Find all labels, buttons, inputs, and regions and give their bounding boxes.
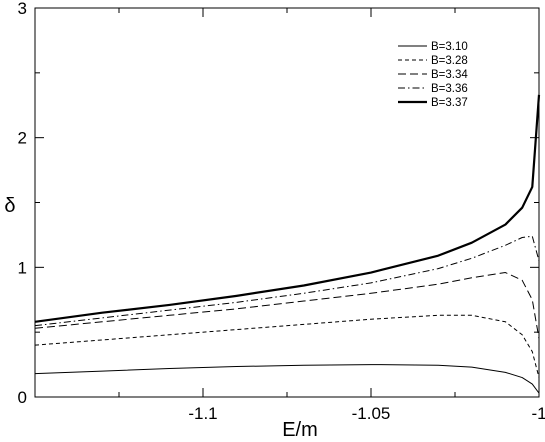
y-tick-label: 3 bbox=[18, 0, 27, 18]
y-tick-label: 0 bbox=[18, 388, 27, 407]
x-axis-label: E/m bbox=[282, 419, 318, 441]
y-tick-label: 2 bbox=[18, 129, 27, 148]
series-line-3 bbox=[34, 272, 540, 339]
legend-label-1: B=3.10 bbox=[431, 41, 468, 53]
legend-label-2: B=3.28 bbox=[431, 55, 468, 67]
series-line-2 bbox=[34, 314, 540, 378]
tick-labels: -1.1 -1.05 -1 0 1 2 3 bbox=[18, 0, 545, 423]
y-axis-label: δ bbox=[4, 195, 15, 217]
series-line-1 bbox=[34, 364, 540, 394]
series-lines bbox=[34, 94, 541, 394]
x-tick-label: -1.05 bbox=[352, 404, 391, 423]
x-tick-label: -1.1 bbox=[188, 404, 217, 423]
axis-ticks bbox=[34, 7, 540, 398]
x-tick-label: -1 bbox=[531, 404, 545, 423]
legend: B=3.10 B=3.28 B=3.34 B=3.36 B=3.37 bbox=[398, 41, 468, 109]
series-line-5 bbox=[34, 94, 541, 323]
legend-label-5: B=3.37 bbox=[431, 97, 468, 109]
series-line-4 bbox=[34, 235, 540, 327]
y-tick-label: 1 bbox=[18, 258, 27, 277]
legend-label-4: B=3.36 bbox=[431, 83, 468, 95]
legend-label-3: B=3.34 bbox=[431, 69, 468, 81]
